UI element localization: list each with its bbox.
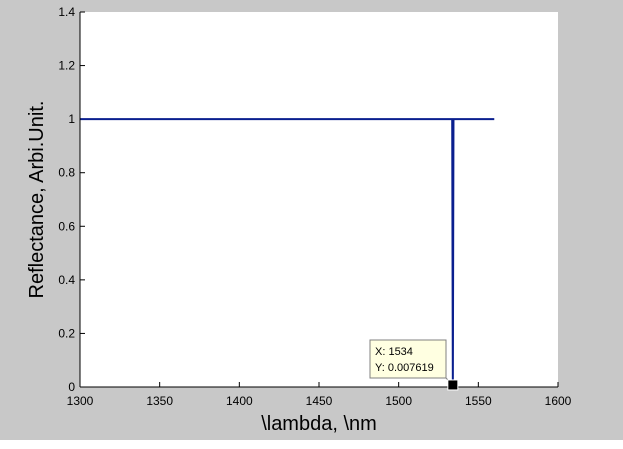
y-tick-label: 0.8 (58, 166, 75, 180)
datatip-x-text: X: 1534 (375, 346, 413, 358)
axes-background (80, 12, 558, 387)
y-tick-label: 0.4 (58, 273, 75, 287)
y-tick-label: 0 (68, 380, 75, 394)
y-tick-label: 0.2 (58, 326, 75, 340)
x-tick-label: 1550 (465, 394, 492, 408)
datatip-marker[interactable] (447, 379, 459, 391)
y-axis-label: Reflectance, Arbi.Unit. (26, 101, 48, 299)
datatip[interactable]: X: 1534 Y: 0.007619 (369, 339, 459, 391)
x-tick-label: 1400 (226, 394, 253, 408)
x-tick-label: 1300 (67, 394, 94, 408)
y-tick-label: 1 (68, 112, 75, 126)
y-tick-label: 1.4 (58, 5, 75, 19)
x-tick-label: 1350 (146, 394, 173, 408)
x-tick-label: 1500 (385, 394, 412, 408)
plot-svg: 1300 1350 1400 1450 1500 1550 1600 00.20.40.60… (26, 5, 572, 435)
y-tick-labels: 0 0.2 0.4 0.6 0.8 1 1.2 1.4 (58, 5, 75, 394)
x-tick-label: 1450 (306, 394, 333, 408)
datatip-box[interactable] (369, 339, 447, 379)
figure-window: 1300 1350 1400 1450 1500 1550 1600 0 0.2 0.4 0.6 0… (0, 0, 623, 440)
y-tick-label: 0.6 (58, 219, 75, 233)
x-tick-labels: 1300 1350 1400 1450 1500 1550 1600 (67, 394, 572, 408)
datatip-y-text: Y: 0.007619 (375, 362, 434, 374)
x-axis-label: \lambda, \nm (261, 413, 377, 435)
x-tick-label: 1600 (545, 394, 572, 408)
y-tick-label: 1.2 (58, 59, 75, 73)
